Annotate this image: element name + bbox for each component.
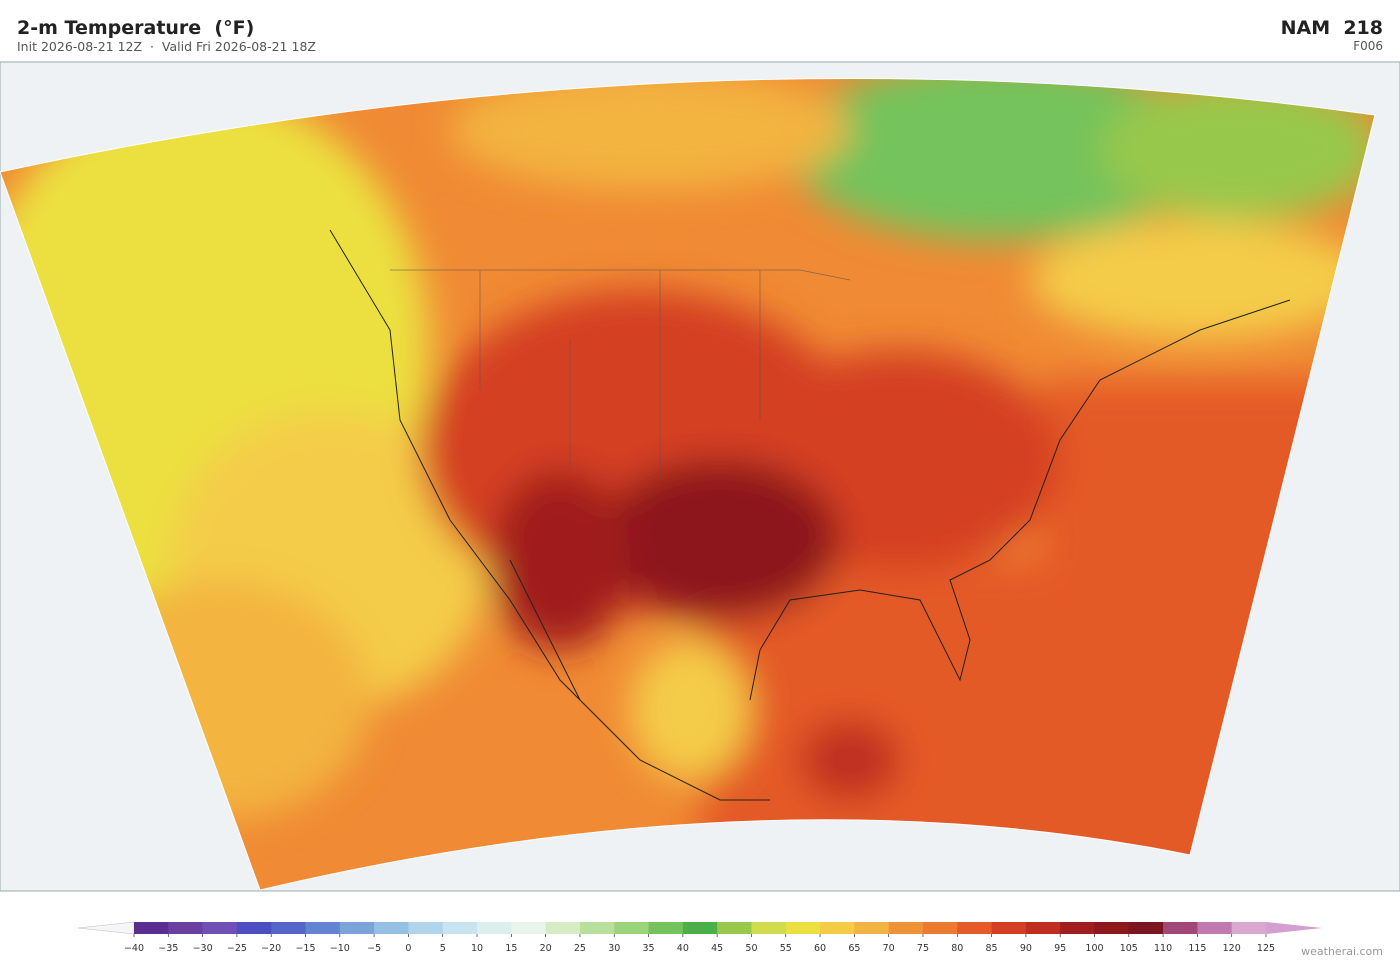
colorbar-tick-label: 120 — [1223, 943, 1241, 954]
colorbar-tick-label: 75 — [917, 943, 929, 954]
colorbar-tick-label: −25 — [227, 943, 247, 954]
colorbar-tick-label: 95 — [1054, 943, 1066, 954]
colorbar-segment — [1197, 922, 1232, 934]
colorbar-tick-label: 0 — [405, 943, 411, 954]
colorbar-segment — [305, 922, 341, 934]
colorbar-tick-label: −30 — [193, 943, 213, 954]
map — [0, 61, 1400, 892]
colorbar-tick-label: 15 — [505, 943, 517, 954]
subtitle: Init 2026-08-21 12Z · Valid Fri 2026-08-… — [17, 39, 316, 54]
colorbar-segment — [1231, 922, 1267, 934]
title: 2-m Temperature (°F) — [17, 17, 254, 39]
colorbar-tick-label: 90 — [1020, 943, 1032, 954]
colorbar-tick-label: 35 — [642, 943, 654, 954]
colorbar-tick-label: 70 — [883, 943, 895, 954]
colorbar-tick-label: −20 — [261, 943, 281, 954]
colorbar-tick-label: 60 — [814, 943, 826, 954]
colorbar-segment — [1163, 922, 1198, 934]
colorbar-tick-label: 25 — [574, 943, 586, 954]
colorbar-tick-label: 20 — [540, 943, 552, 954]
colorbar-segment — [785, 922, 821, 934]
colorbar-segment — [134, 922, 169, 934]
colorbar-segment — [168, 922, 203, 934]
colorbar-segment — [717, 922, 752, 934]
colorbar-segment — [820, 922, 855, 934]
colorbar-tick-label: −5 — [367, 943, 381, 954]
colorbar: −40 −35 −30 −25 −20 −15 −10 −5 0 5 10 15 20 25 30 35 40 4… — [77, 921, 1322, 954]
colorbar-tick-label: 55 — [780, 943, 792, 954]
colorbar-tick-label: 110 — [1154, 943, 1172, 954]
colorbar-segment — [1094, 922, 1130, 934]
colorbar-segment — [339, 922, 375, 934]
colorbar-tick-label: 85 — [986, 943, 998, 954]
colorbar-tick-label: −40 — [124, 943, 144, 954]
colorbar-tick-label: 105 — [1120, 943, 1138, 954]
colorbar-tick-label: 115 — [1188, 943, 1206, 954]
colorbar-segment — [957, 922, 992, 934]
colorbar-segment — [374, 922, 409, 934]
colorbar-segment — [1128, 922, 1164, 934]
colorbar-over — [1266, 922, 1322, 934]
colorbar-segment — [236, 922, 272, 934]
colorbar-segment — [408, 922, 444, 934]
colorbar-segment — [1060, 922, 1095, 934]
colorbar-tick-label: 80 — [951, 943, 963, 954]
colorbar-segment — [614, 922, 649, 934]
colorbar-segment — [202, 922, 238, 934]
colorbar-tick-label: −15 — [295, 943, 315, 954]
colorbar-tick-label: 100 — [1085, 943, 1103, 954]
colorbar-segment — [991, 922, 1027, 934]
colorbar-segment — [579, 922, 615, 934]
colorbar-segment — [751, 922, 787, 934]
colorbar-segment — [442, 922, 478, 934]
colorbar-tick-label: −35 — [158, 943, 178, 954]
colorbar-segment — [545, 922, 581, 934]
forecast-hour: F006 — [1353, 39, 1383, 53]
colorbar-tick-label: 65 — [848, 943, 860, 954]
colorbar-segment — [922, 922, 958, 934]
colorbar-tick-label: 10 — [471, 943, 483, 954]
colorbar-under — [77, 921, 135, 935]
colorbar-tick-label: 5 — [440, 943, 446, 954]
colorbar-segment — [888, 922, 924, 934]
colorbar-segment — [1025, 922, 1061, 934]
colorbar-tick-label: −10 — [330, 943, 350, 954]
colorbar-segment — [271, 922, 306, 934]
colorbar-segment — [648, 922, 684, 934]
colorbar-segment — [511, 922, 546, 934]
colorbar-tick-label: 50 — [745, 943, 757, 954]
colorbar-segment — [477, 922, 512, 934]
colorbar-tick-label: 40 — [677, 943, 689, 954]
model: NAM 218 — [1281, 17, 1383, 39]
colorbar-tick-label: 125 — [1257, 943, 1275, 954]
credit: weatherai.com — [1301, 945, 1383, 958]
colorbar-segment — [682, 922, 718, 934]
colorbar-segment — [854, 922, 889, 934]
colorbar-tick-label: 30 — [608, 943, 620, 954]
colorbar-tick-label: 45 — [711, 943, 723, 954]
